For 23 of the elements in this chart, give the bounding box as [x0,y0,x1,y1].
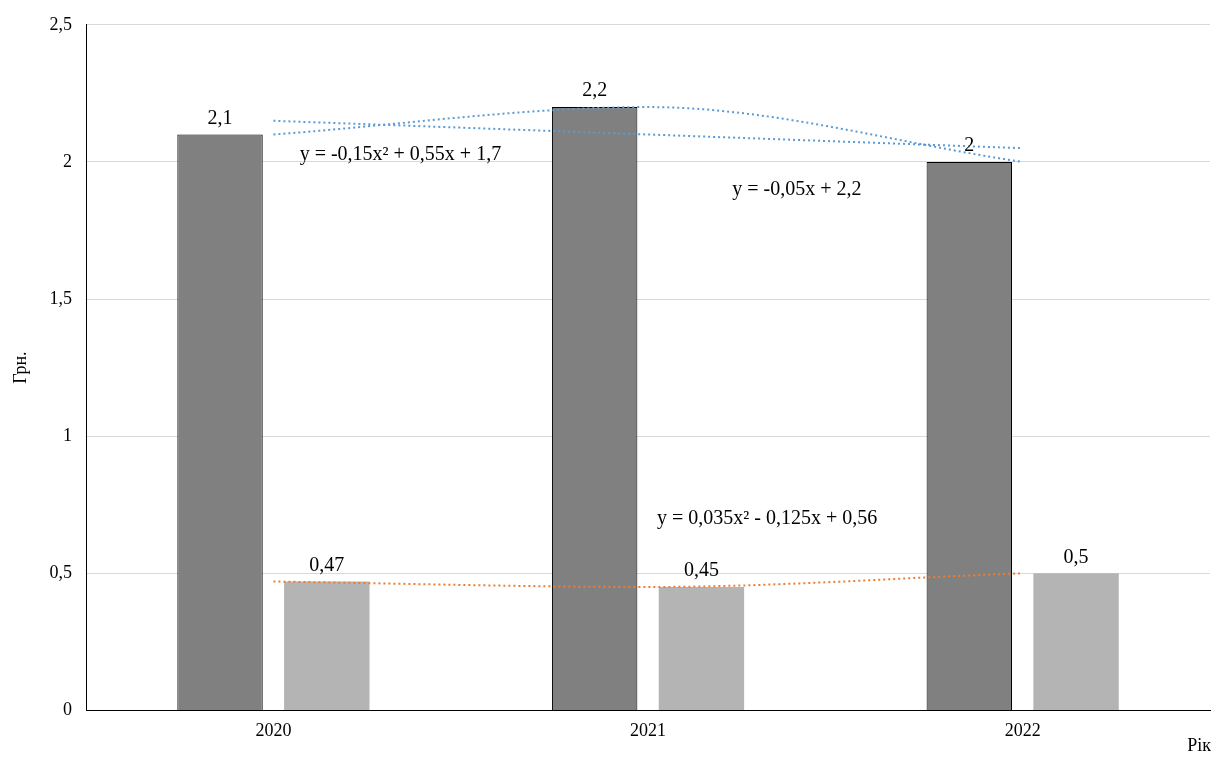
y-tick-label: 2,5 [49,13,73,34]
annotation: y = -0,15x² + 0,55x + 1,7 [299,142,502,166]
x-tick-label: 2020 [255,719,292,740]
data-label: 2,1 [207,105,233,128]
bar [284,581,370,710]
data-label: 0,45 [683,558,719,581]
annotation: y = 0,035x² - 0,125x + 0,56 [657,505,878,529]
data-label: 0,5 [1063,544,1089,567]
y-tick-label: 2 [63,150,73,171]
x-axis-title: Рік [1187,734,1212,755]
annotation: y = -0,05x + 2,2 [732,176,862,200]
y-tick-label: 0,5 [49,562,73,583]
y-tick-label: 1 [63,424,73,445]
data-label: 0,47 [309,552,345,575]
y-tick-label: 1,5 [49,287,73,308]
bar [1033,573,1119,710]
bar [658,586,745,710]
data-label: 2 [964,133,975,156]
data-label: 2,2 [582,78,608,101]
y-tick-label: 0 [63,699,73,720]
y-axis-title: Грн. [9,351,30,384]
x-tick-label: 2021 [630,719,667,740]
x-tick-label: 2022 [1004,719,1041,740]
